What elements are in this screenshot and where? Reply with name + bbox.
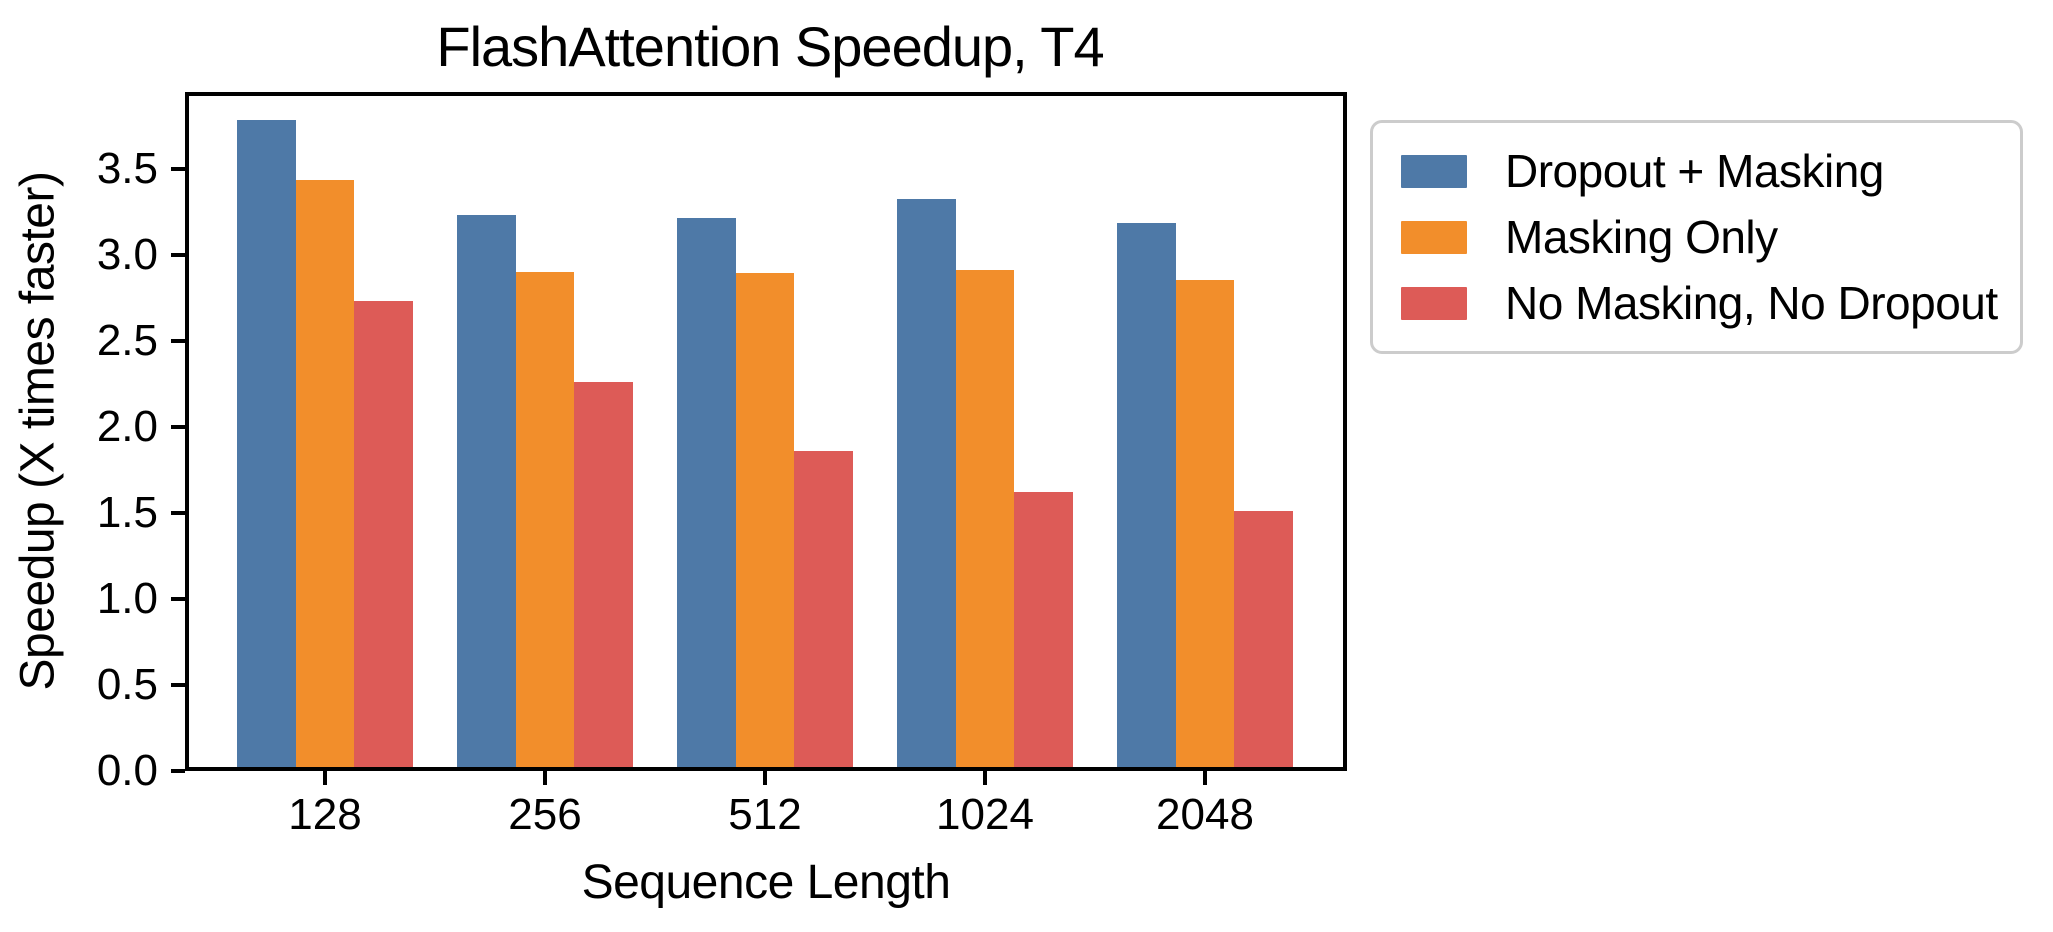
legend: Dropout + Masking Masking Only No Masking,…: [1370, 120, 2023, 354]
legend-item: Masking Only: [1401, 211, 1992, 263]
legend-swatch: [1401, 286, 1467, 320]
x-tick-mark: [763, 771, 767, 785]
y-tick-label: 0.0: [96, 746, 158, 795]
x-tick-label: 512: [728, 790, 802, 839]
y-tick-mark: [171, 597, 185, 601]
y-tick-label: 2.5: [96, 316, 158, 365]
x-tick-mark: [543, 771, 547, 785]
bar: [1117, 223, 1176, 767]
bar: [955, 269, 1015, 767]
bar: [1014, 491, 1073, 767]
x-tick-label: 2048: [1156, 790, 1254, 839]
bar: [897, 199, 956, 767]
x-tick-mark: [1203, 771, 1207, 785]
y-tick-mark: [171, 683, 185, 687]
y-tick-mark: [171, 167, 185, 171]
x-tick-mark: [323, 771, 327, 785]
y-tick-mark: [171, 511, 185, 515]
legend-item: Dropout + Masking: [1401, 145, 1992, 197]
x-tick-label: 256: [508, 790, 582, 839]
plot-area: [185, 92, 1347, 771]
bar: [677, 218, 736, 767]
y-tick-label: 0.5: [96, 660, 158, 709]
y-tick-label: 3.0: [96, 230, 158, 279]
y-tick-label: 2.0: [96, 402, 158, 451]
y-tick-mark: [171, 769, 185, 773]
x-axis-label: Sequence Length: [581, 856, 951, 909]
legend-item: No Masking, No Dropout: [1401, 277, 1998, 329]
chart-title: FlashAttention Speedup, T4: [436, 15, 1104, 78]
bar: [457, 214, 516, 767]
x-tick-mark: [983, 771, 987, 785]
bar: [354, 300, 413, 767]
bar: [515, 271, 575, 767]
bar: [237, 120, 296, 767]
bar: [295, 180, 355, 767]
bar: [1234, 510, 1293, 767]
legend-swatch: [1401, 154, 1467, 188]
bar: [1175, 280, 1235, 767]
legend-swatch: [1401, 220, 1467, 254]
legend-label: Masking Only: [1505, 211, 1778, 263]
y-tick-mark: [171, 339, 185, 343]
y-tick-label: 1.0: [96, 574, 158, 623]
legend-label: Dropout + Masking: [1505, 145, 1884, 197]
bar: [735, 273, 795, 767]
legend-label: No Masking, No Dropout: [1505, 277, 1998, 329]
bar: [794, 450, 853, 767]
plot-area-inner: [189, 96, 1343, 767]
bar: [574, 381, 633, 767]
y-tick-label: 1.5: [96, 488, 158, 537]
y-tick-mark: [171, 253, 185, 257]
x-tick-label: 128: [288, 790, 362, 839]
x-tick-label: 1024: [936, 790, 1034, 839]
y-tick-mark: [171, 425, 185, 429]
y-tick-label: 3.5: [96, 144, 158, 193]
